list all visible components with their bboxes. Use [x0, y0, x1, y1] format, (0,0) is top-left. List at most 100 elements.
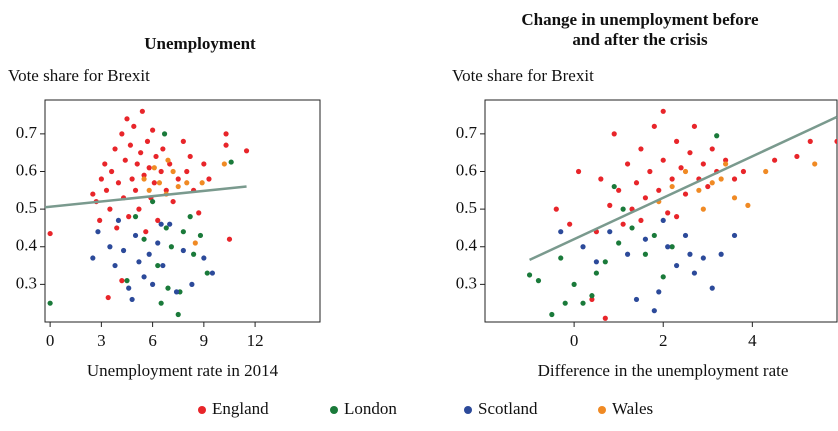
- point: [158, 300, 164, 306]
- points: [45, 108, 250, 318]
- point: [175, 176, 181, 182]
- point: [167, 221, 173, 227]
- point: [105, 294, 111, 301]
- point: [127, 142, 134, 148]
- point: [223, 142, 229, 148]
- y-tick-label: 0.3: [456, 273, 477, 292]
- point: [132, 187, 139, 193]
- points: [526, 108, 837, 321]
- point: [642, 251, 649, 257]
- point: [209, 270, 215, 276]
- plot-frame: [44, 99, 321, 323]
- chart-title: Unemployment: [144, 34, 256, 53]
- point: [161, 131, 168, 137]
- point: [718, 251, 724, 257]
- point: [709, 285, 715, 291]
- point: [673, 262, 680, 269]
- point: [682, 191, 689, 197]
- point: [175, 311, 181, 318]
- point: [160, 146, 166, 152]
- legend-marker: [330, 406, 338, 414]
- point: [146, 251, 152, 257]
- point: [155, 240, 161, 246]
- point: [731, 176, 738, 182]
- y-tick-label: 0.5: [456, 198, 477, 217]
- point: [660, 217, 666, 224]
- point: [143, 229, 149, 235]
- point: [228, 159, 234, 165]
- point: [718, 176, 724, 182]
- point: [745, 202, 751, 208]
- point: [191, 251, 197, 257]
- x-tick-label: 12: [247, 331, 264, 350]
- point: [696, 187, 702, 193]
- point: [139, 108, 145, 114]
- point: [709, 146, 715, 152]
- point: [633, 180, 640, 186]
- point: [151, 180, 157, 186]
- point: [553, 206, 559, 212]
- trend-line: [529, 115, 837, 262]
- point: [571, 281, 577, 287]
- point: [95, 229, 101, 235]
- point: [629, 225, 635, 231]
- x-axis-label: Difference in the unemployment rate: [538, 361, 789, 380]
- point: [656, 289, 662, 295]
- point: [723, 161, 729, 167]
- point: [112, 262, 118, 269]
- point: [221, 161, 227, 167]
- y-tick-label: 0.4: [16, 236, 38, 255]
- point: [107, 206, 113, 212]
- point: [535, 278, 542, 284]
- point: [107, 244, 113, 250]
- point: [134, 161, 140, 167]
- point: [602, 315, 608, 321]
- point: [124, 278, 130, 284]
- point: [163, 225, 169, 231]
- point: [204, 270, 210, 276]
- legend-marker: [198, 406, 206, 414]
- point: [165, 285, 171, 291]
- point: [103, 187, 110, 193]
- point: [567, 221, 573, 227]
- point: [184, 168, 190, 175]
- point: [90, 191, 96, 197]
- point: [115, 180, 122, 186]
- point: [812, 161, 818, 167]
- point: [700, 255, 706, 261]
- y-tick-label: 0.4: [456, 236, 478, 255]
- point: [642, 236, 649, 242]
- point: [119, 131, 125, 137]
- point: [201, 255, 207, 261]
- point: [763, 168, 769, 175]
- point: [562, 300, 568, 306]
- point: [136, 206, 142, 212]
- point: [141, 236, 147, 242]
- point: [660, 274, 666, 280]
- point: [624, 251, 631, 257]
- point: [709, 180, 715, 186]
- point: [682, 232, 689, 239]
- point: [187, 214, 193, 220]
- point: [678, 165, 684, 171]
- point: [122, 157, 128, 163]
- point: [141, 172, 147, 178]
- point: [723, 157, 729, 163]
- point: [740, 168, 747, 175]
- point: [558, 229, 564, 235]
- point: [660, 157, 666, 163]
- x-axis-label: Unemployment rate in 2014: [87, 361, 279, 380]
- point: [98, 176, 104, 182]
- point: [687, 251, 693, 257]
- point: [146, 187, 152, 193]
- point: [772, 157, 778, 163]
- point: [714, 133, 720, 139]
- point: [660, 108, 666, 114]
- legend-marker: [464, 406, 472, 414]
- point: [687, 150, 693, 156]
- point: [638, 146, 644, 152]
- point: [155, 262, 161, 269]
- point: [794, 153, 800, 160]
- legend-label: London: [344, 399, 397, 418]
- point: [168, 244, 174, 250]
